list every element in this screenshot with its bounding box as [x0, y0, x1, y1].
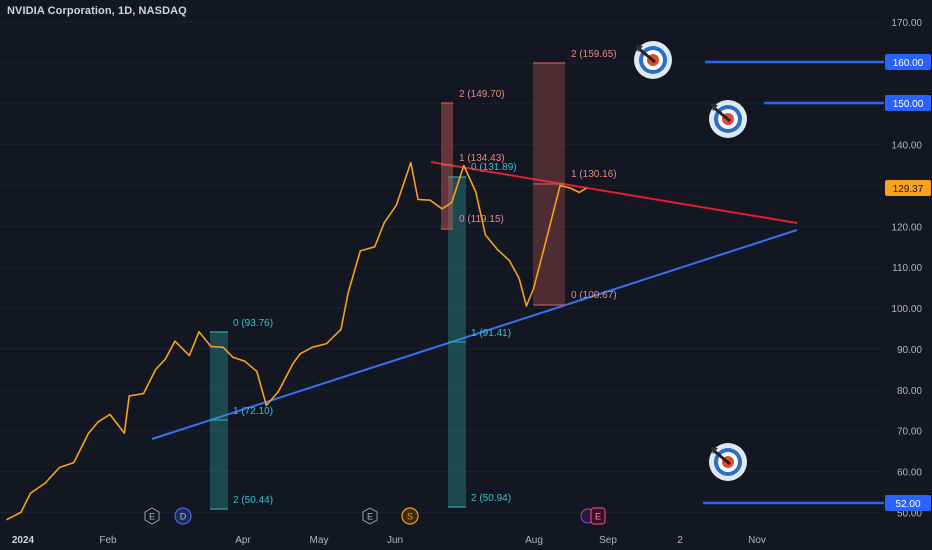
current-price-tag: 129.37 [885, 180, 931, 197]
resistance-trendline[interactable] [430, 161, 798, 224]
dart-icon [712, 105, 731, 123]
fib2-top-label: 0 (131.89) [471, 162, 517, 173]
time-axis-label: Sep [599, 535, 617, 546]
dart-fletch [636, 45, 643, 52]
time-axis-label: Feb [99, 535, 117, 546]
price-axis-tick: 120.00 [891, 222, 922, 233]
split-marker[interactable]: S [401, 507, 419, 525]
fib1-top-label: 0 (93.76) [233, 318, 273, 329]
fib4-mid-label: 1 (130.16) [571, 169, 617, 180]
earnings-marker[interactable]: E [144, 507, 160, 525]
dart-fletch [711, 447, 718, 454]
time-axis-label: Apr [235, 535, 251, 546]
target-bullseye-icon[interactable] [709, 100, 747, 138]
fib2-bottom-label: 2 (50.94) [471, 493, 511, 504]
price-axis-tick: 170.00 [891, 18, 922, 29]
support-trendline[interactable] [151, 229, 798, 440]
price-axis-tick: 140.00 [891, 141, 922, 152]
fib4-bottom-label: 0 (100.67) [571, 290, 617, 301]
current-price-tag-bg [885, 180, 931, 197]
target-price-tag-bg [885, 95, 931, 111]
dividend-badge [174, 507, 192, 525]
target-bullseye-icon[interactable] [709, 443, 747, 481]
dart-icon [712, 448, 731, 466]
earnings-marker[interactable]: E [362, 507, 378, 525]
target-price-tag: 150.00 [885, 95, 931, 111]
dart-fletch [711, 104, 718, 111]
time-axis-label: Aug [525, 535, 543, 546]
fib1-mid-label: 1 (72.10) [233, 406, 273, 417]
split-badge [401, 507, 419, 525]
price-axis-tick: 60.00 [897, 468, 922, 479]
price-axis-tick: 110.00 [892, 263, 922, 274]
time-axis-label: 2024 [12, 535, 35, 546]
fib3-top-label: 2 (149.70) [459, 89, 505, 100]
dart-icon [637, 46, 656, 64]
price-axis-tick: 50.00 [897, 508, 922, 519]
price-axis [884, 0, 932, 550]
earnings-marker[interactable]: E [580, 507, 606, 525]
earnings-badge [590, 507, 606, 525]
time-axis-label: 2 [677, 535, 683, 546]
fib4-top-label: 2 (159.65) [571, 49, 617, 60]
price-axis-tick: 70.00 [897, 427, 922, 438]
fib-projection-3-box[interactable] [441, 103, 453, 229]
target-price-tag-bg [885, 495, 931, 511]
earnings-marker-label: E [149, 512, 155, 522]
time-axis-label: Jun [387, 535, 403, 546]
earnings-marker-label: E [367, 512, 373, 522]
time-axis [0, 528, 884, 550]
time-axis-label: May [310, 535, 329, 546]
target-price-tag-bg [885, 54, 931, 70]
time-axis-label: Nov [748, 535, 766, 546]
target-price-tag-label: 160.00 [893, 58, 924, 69]
target-price-tag-label: 150.00 [893, 99, 924, 110]
price-axis-tick: 90.00 [897, 345, 922, 356]
price-axis-tick: 100.00 [891, 304, 922, 315]
current-price-tag-label: 129.37 [893, 184, 924, 195]
price-line[interactable] [6, 161, 587, 521]
chart-title: NVIDIA Corporation, 1D, NASDAQ [7, 5, 187, 17]
target-price-tag: 160.00 [885, 54, 931, 70]
target-price-tag: 52.00 [885, 495, 931, 511]
earnings-marker-label: E [595, 512, 601, 522]
fib1-bottom-label: 2 (50.44) [233, 495, 273, 506]
dividend-marker[interactable]: D [174, 507, 192, 525]
fib2-mid-label: 1 (91.41) [471, 328, 511, 339]
target-bullseye-icon[interactable] [634, 41, 672, 79]
price-axis-tick: 80.00 [897, 386, 922, 397]
earnings-badge [144, 507, 160, 525]
fib3-mid-label: 1 (134.43) [459, 153, 505, 164]
earnings-badge [362, 507, 378, 525]
target-price-tag-label: 52.00 [895, 499, 920, 510]
split-marker-label: S [407, 512, 413, 522]
dividend-marker-label: D [180, 512, 187, 522]
